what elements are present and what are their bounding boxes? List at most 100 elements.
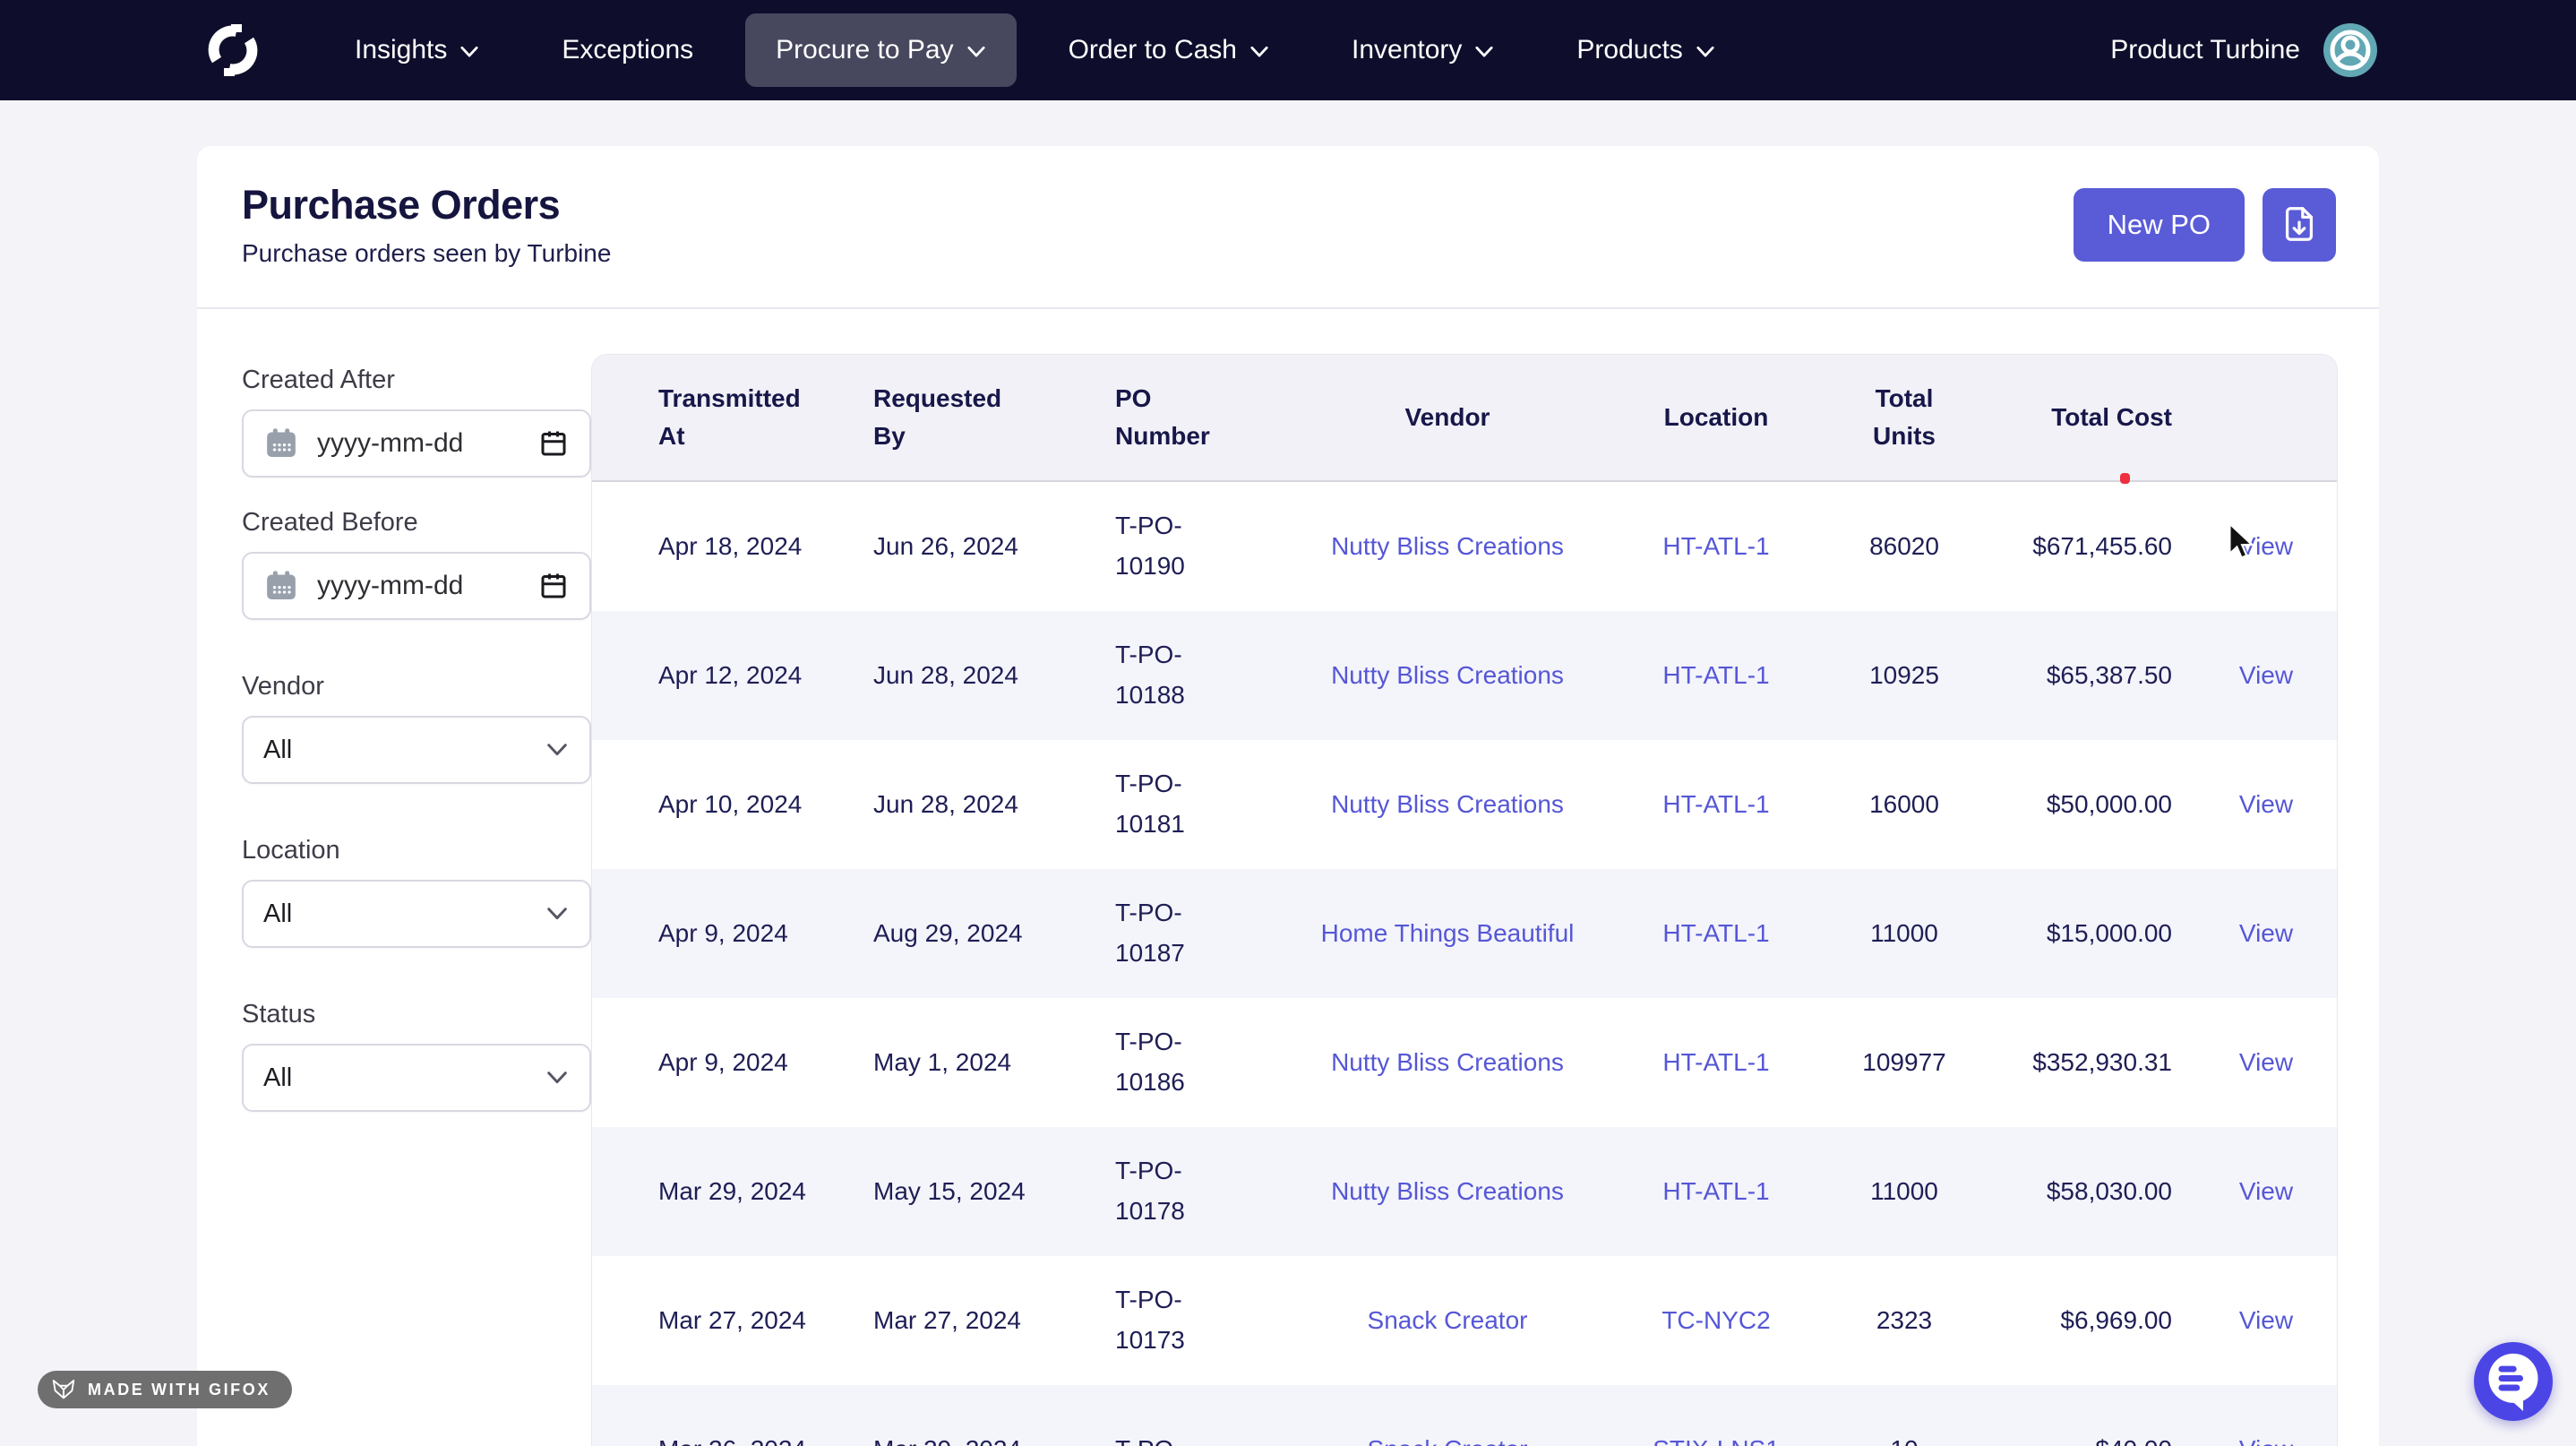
- view-link[interactable]: View: [2238, 532, 2294, 560]
- cell-total-units: 16000: [1869, 790, 1939, 818]
- column-header-location: Location: [1663, 403, 1769, 431]
- cell-po-number: T-PO- 10178: [1115, 1157, 1185, 1225]
- calendar-icon: [263, 568, 299, 604]
- location-link[interactable]: HT-ATL-1: [1662, 532, 1770, 560]
- cell-total-units: 10: [1810, 1385, 1998, 1446]
- filter-label: Location: [242, 836, 340, 865]
- nav-item-procure-to-pay[interactable]: Procure to Pay: [745, 13, 1017, 87]
- location-link[interactable]: STIX-LNS1: [1653, 1435, 1780, 1446]
- cell-transmitted-at: Mar 27, 2024: [658, 1306, 806, 1334]
- gifox-watermark: MADE WITH GIFOX: [38, 1371, 292, 1408]
- column-header-transmitted-at: Transmitted At: [658, 384, 801, 450]
- vendor-link[interactable]: Nutty Bliss Creations: [1331, 1177, 1564, 1205]
- gifox-label: MADE WITH GIFOX: [88, 1380, 270, 1399]
- cell-action: View: [2195, 869, 2337, 998]
- cell-location: HT-ATL-1: [1622, 611, 1810, 740]
- cell-action: View: [2195, 998, 2337, 1127]
- date-placeholder: yyyy-mm-dd: [317, 428, 464, 458]
- cell-total-cost: $58,030.00: [2046, 1177, 2172, 1205]
- select-value: All: [263, 735, 293, 764]
- fox-icon: [50, 1376, 77, 1403]
- chevron-down-icon: [545, 907, 570, 921]
- status-select[interactable]: All: [242, 1044, 591, 1112]
- chevron-down-icon: [966, 35, 986, 65]
- purchase-orders-card: Purchase Orders Purchase orders seen by …: [197, 146, 2379, 1446]
- view-link[interactable]: View: [2238, 790, 2294, 818]
- nav-item-insights[interactable]: Insights: [355, 35, 479, 65]
- filter-group-vendor: Vendor All: [242, 672, 591, 784]
- vendor-link[interactable]: Snack Creator: [1368, 1435, 1528, 1446]
- cell-action: View: [2195, 1385, 2337, 1446]
- file-download-icon: [2279, 203, 2320, 247]
- location-link[interactable]: HT-ATL-1: [1662, 1177, 1770, 1205]
- nav-item-exceptions[interactable]: Exceptions: [562, 35, 693, 65]
- chevron-down-icon: [545, 1071, 570, 1085]
- export-button[interactable]: [2263, 188, 2336, 262]
- vendor-link[interactable]: Nutty Bliss Creations: [1331, 790, 1564, 818]
- location-link[interactable]: HT-ATL-1: [1662, 790, 1770, 818]
- table-row: Apr 10, 2024 Jun 28, 2024 T-PO- 10181 Nutty …: [592, 740, 2337, 869]
- cell-po-number: T-PO- 10190: [1115, 512, 1185, 580]
- cell-po-number: T-PO-: [1049, 1385, 1273, 1446]
- nav-item-order-to-cash[interactable]: Order to Cash: [1069, 35, 1269, 65]
- cell-total-units: 11000: [1870, 1177, 1938, 1205]
- cell-total-cost: $15,000.00: [2046, 919, 2172, 947]
- nav-item-label: Exceptions: [562, 35, 694, 65]
- calendar-picker-icon[interactable]: [537, 427, 570, 460]
- date-placeholder: yyyy-mm-dd: [317, 571, 464, 600]
- vendor-link[interactable]: Nutty Bliss Creations: [1331, 661, 1564, 689]
- cell-transmitted-at: Mar 29, 2024: [658, 1177, 806, 1205]
- table-row: Apr 12, 2024 Jun 28, 2024 T-PO- 10188 Nutty …: [592, 611, 2337, 740]
- nav-item-label: Order to Cash: [1068, 35, 1237, 65]
- user-avatar-icon[interactable]: [2323, 23, 2377, 77]
- cell-requested-by: Jun 28, 2024: [873, 790, 1018, 818]
- view-link[interactable]: View: [2238, 1048, 2294, 1076]
- app-logo-icon[interactable]: [204, 22, 262, 79]
- nav-item-products[interactable]: Products: [1576, 35, 1714, 65]
- cell-requested-by: Aug 29, 2024: [873, 919, 1023, 947]
- created-after-date-input[interactable]: yyyy-mm-dd: [242, 409, 591, 478]
- cell-po-number: T-PO- 10181: [1115, 770, 1185, 838]
- cell-vendor: Nutty Bliss Creations: [1273, 740, 1622, 869]
- top-navbar: Insights Exceptions Procure to Pay Order to…: [0, 0, 2576, 100]
- cell-action: View: [2195, 611, 2337, 740]
- vendor-link[interactable]: Home Things Beautiful: [1320, 919, 1575, 947]
- view-link[interactable]: View: [2239, 1435, 2293, 1446]
- vendor-link[interactable]: Nutty Bliss Creations: [1331, 532, 1564, 560]
- page-title: Purchase Orders: [242, 182, 561, 228]
- cell-po-number: T-PO- 10186: [1115, 1028, 1185, 1096]
- location-link[interactable]: HT-ATL-1: [1662, 919, 1770, 947]
- filter-label: Status: [242, 1000, 316, 1029]
- cell-location: HT-ATL-1: [1622, 740, 1810, 869]
- view-link[interactable]: View: [2238, 1177, 2294, 1205]
- chevron-down-icon: [545, 743, 570, 757]
- cell-transmitted-at: Apr 12, 2024: [658, 661, 803, 689]
- header-actions: New PO: [2073, 188, 2336, 262]
- cell-requested-by: Mar 29, 2024: [807, 1385, 1049, 1446]
- table-row: Apr 9, 2024 May 1, 2024 T-PO- 10186 Nutty Bl…: [592, 998, 2337, 1127]
- calendar-picker-icon[interactable]: [537, 570, 570, 602]
- chat-button[interactable]: [2474, 1342, 2553, 1421]
- account-menu[interactable]: Product Turbine: [2110, 23, 2377, 77]
- table-rows: Apr 18, 2024 Jun 26, 2024 T-PO- 10190 Nutty …: [592, 482, 2337, 1446]
- created-before-date-input[interactable]: yyyy-mm-dd: [242, 552, 591, 620]
- view-link[interactable]: View: [2238, 1306, 2294, 1334]
- cell-po-number: T-PO- 10187: [1115, 899, 1185, 967]
- table-row: Mar 27, 2024 Mar 27, 2024 T-PO- 10173 Snack …: [592, 1256, 2337, 1385]
- location-link[interactable]: TC-NYC2: [1662, 1306, 1771, 1334]
- view-link[interactable]: View: [2238, 919, 2294, 947]
- location-link[interactable]: HT-ATL-1: [1662, 1048, 1770, 1076]
- filter-group-location: Location All: [242, 836, 591, 948]
- cell-action: View: [2195, 1256, 2337, 1385]
- vendor-select[interactable]: All: [242, 716, 591, 784]
- location-select[interactable]: All: [242, 880, 591, 948]
- new-po-button[interactable]: New PO: [2073, 188, 2245, 262]
- filter-label: Created After: [242, 366, 395, 394]
- cell-total-cost: $6,969.00: [2060, 1306, 2172, 1334]
- view-link[interactable]: View: [2238, 661, 2294, 689]
- location-link[interactable]: HT-ATL-1: [1662, 661, 1770, 689]
- nav-item-inventory[interactable]: Inventory: [1352, 35, 1494, 65]
- vendor-link[interactable]: Snack Creator: [1367, 1306, 1528, 1334]
- vendor-link[interactable]: Nutty Bliss Creations: [1331, 1048, 1564, 1076]
